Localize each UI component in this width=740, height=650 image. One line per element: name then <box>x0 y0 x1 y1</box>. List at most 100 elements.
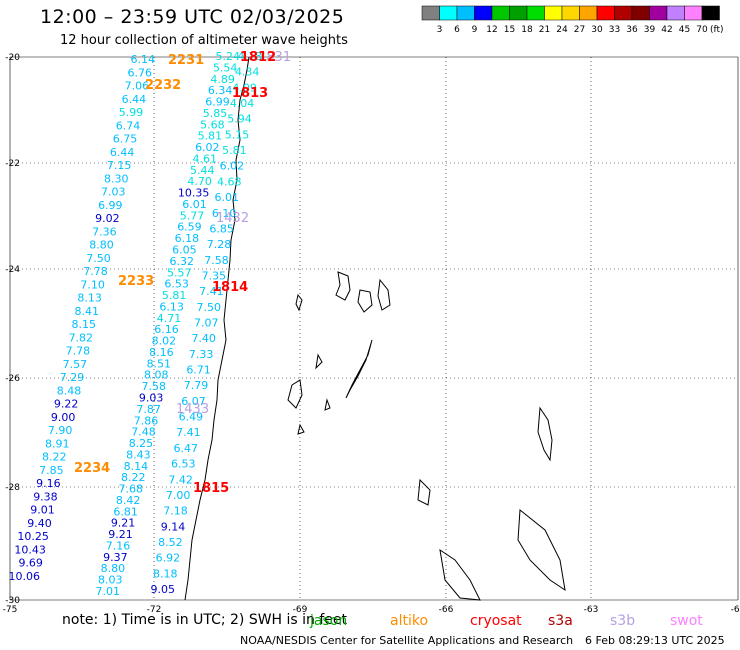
wave-height-value: 8.48 <box>57 384 82 397</box>
wave-height-value: 8.18 <box>153 567 178 580</box>
pass-label-altika: 2233 <box>118 274 154 289</box>
wave-height-value: 6.53 <box>171 458 196 471</box>
wave-height-value: 5.54 <box>213 61 238 74</box>
wave-height-value: 9.37 <box>103 551 128 564</box>
lon-tick-label: -66 <box>439 605 454 615</box>
wave-height-value: 5.68 <box>200 118 225 131</box>
wave-height-value: 7.78 <box>83 265 108 278</box>
legend-altiko: altiko <box>390 613 428 629</box>
wave-height-value: 6.07 <box>181 395 206 408</box>
wave-height-value: 8.15 <box>72 318 97 331</box>
wave-height-value: 9.14 <box>161 520 186 533</box>
chart-subtitle: 12 hour collection of altimeter wave hei… <box>60 33 348 48</box>
wave-height-value: 10.43 <box>14 543 46 556</box>
legend-label: 9 <box>472 25 478 35</box>
wave-height-value: 8.41 <box>74 305 99 318</box>
wave-height-value: 7.86 <box>134 414 159 427</box>
wave-height-value: 10.35 <box>178 187 210 200</box>
chart-title: 12:00 – 23:59 UTC 02/03/2025 <box>40 6 345 28</box>
satellite-pass-labels: 2231 2232 2233 2234 1813 1814 1815 1831 1432 1433… <box>74 50 291 496</box>
wave-height-value: 7.79 <box>184 379 209 392</box>
wave-height-value: 9.21 <box>111 517 136 530</box>
lon-tick-label: -69 <box>293 605 308 615</box>
wave-height-value: 7.36 <box>92 225 117 238</box>
legend-label: 39 <box>644 25 656 35</box>
wave-height-value: 6.49 <box>179 411 204 424</box>
lat-tick-label: -28 <box>5 483 20 493</box>
legend-s3a: s3a <box>548 613 573 629</box>
axis-tick-labels: -75 -72 -69 -66 -63 -60 -20 -22 -24 -26 -28 -30 <box>3 53 740 615</box>
lat-tick-label: -24 <box>5 265 20 275</box>
legend-label: 21 <box>539 25 550 35</box>
wave-height-value: 8.42 <box>116 494 141 507</box>
lat-tick-label: -22 <box>5 159 20 169</box>
wave-height-value: 6.99 <box>98 199 123 212</box>
wave-height-value: 9.03 <box>139 391 164 404</box>
wave-height-value: 7.33 <box>189 348 214 361</box>
wave-height-value: 6.75 <box>113 133 138 146</box>
wave-height-value: 7.58 <box>204 254 229 267</box>
wave-height-value: 7.87 <box>136 403 161 416</box>
wave-height-value: 5.24 <box>216 50 241 63</box>
wave-height-value: 8.51 <box>147 357 172 370</box>
wave-height-value: 7.58 <box>141 380 166 393</box>
pass-label-s3b: 1432 <box>216 211 249 226</box>
wave-height-value: 8.22 <box>121 471 146 484</box>
wave-height-value: 6.01 <box>182 198 207 211</box>
wave-height-value: 9.38 <box>33 490 58 503</box>
wave-height-value: 6.59 <box>177 221 202 234</box>
note-prefix: note: 1) Time is in UTC; 2) SWH is in fe… <box>62 612 348 628</box>
wave-height-value: 6.16 <box>154 323 179 336</box>
wave-height-value: 5.94 <box>227 113 252 126</box>
footer-note: note: 1) Time is in UTC; 2) SWH is in fe… <box>62 612 347 628</box>
wave-height-value: 7.57 <box>63 358 88 371</box>
pass-label-altika: 2231 <box>168 53 204 68</box>
lat-lon-grid <box>9 56 739 601</box>
wave-height-value: 8.91 <box>45 437 70 450</box>
wave-height-value: 8.13 <box>77 292 102 305</box>
wave-height-value: 4.89 <box>210 73 235 86</box>
wave-height-value: 4.09 <box>232 81 257 94</box>
wave-height-value: 5.81 <box>198 130 223 143</box>
wave-height-value: 7.29 <box>60 371 85 384</box>
wave-height-value: 7.03 <box>101 186 126 199</box>
wave-height-value: 9.01 <box>30 504 55 517</box>
wave-height-value: 5.81 <box>162 289 187 302</box>
wave-height-value: 6.44 <box>122 93 147 106</box>
legend-label: 15 <box>504 25 515 35</box>
legend-unit: (ft) <box>710 25 724 35</box>
wave-height-value: 10.06 <box>9 570 41 583</box>
credit-line: NOAA/NESDIS Center for Satellite Applica… <box>240 634 574 647</box>
wave-height-value: 4.70 <box>187 175 212 188</box>
wave-height-value: 7.35 <box>202 269 227 282</box>
wave-height-value: 6.71 <box>186 364 211 377</box>
wave-height-value: 5.44 <box>190 164 215 177</box>
pass-label-altika: 2234 <box>74 461 110 476</box>
coastline <box>184 56 250 601</box>
wave-height-value: 6.18 <box>175 232 200 245</box>
wave-height-value: 9.02 <box>95 212 120 225</box>
legend-swatch <box>701 5 720 21</box>
wave-height-value: 8.25 <box>129 437 154 450</box>
wave-height-value: 7.07 <box>194 317 219 330</box>
legend-label: 6 <box>454 25 460 35</box>
legend-label: 42 <box>661 25 672 35</box>
wave-height-value: 10.25 <box>17 530 49 543</box>
wave-height-value: 7.82 <box>69 331 94 344</box>
wave-height-value: 9.00 <box>51 411 76 424</box>
wave-height-value: 5.85 <box>203 107 228 120</box>
legend-label: 33 <box>609 25 620 35</box>
wave-height-value: 6.34 <box>208 84 233 97</box>
wave-height-value: 4.34 <box>235 66 260 79</box>
wave-height-value: 7.10 <box>80 278 105 291</box>
wave-height-value: 6.85 <box>209 222 234 235</box>
wave-height-values: 6.146.767.066.445.996.746.756.447.158.30… <box>9 50 263 598</box>
legend-cryosat: cryosat <box>470 613 522 629</box>
lon-tick-label: -63 <box>584 605 599 615</box>
wave-height-value: 5.99 <box>119 106 144 119</box>
legend-label: 12 <box>486 25 497 35</box>
generated-timestamp: 6 Feb 08:29:13 UTC 2025 <box>585 634 725 647</box>
wave-height-value: 7.50 <box>197 301 222 314</box>
lon-tick-label: -60 <box>731 605 740 615</box>
legend-jason: jason <box>309 613 347 629</box>
